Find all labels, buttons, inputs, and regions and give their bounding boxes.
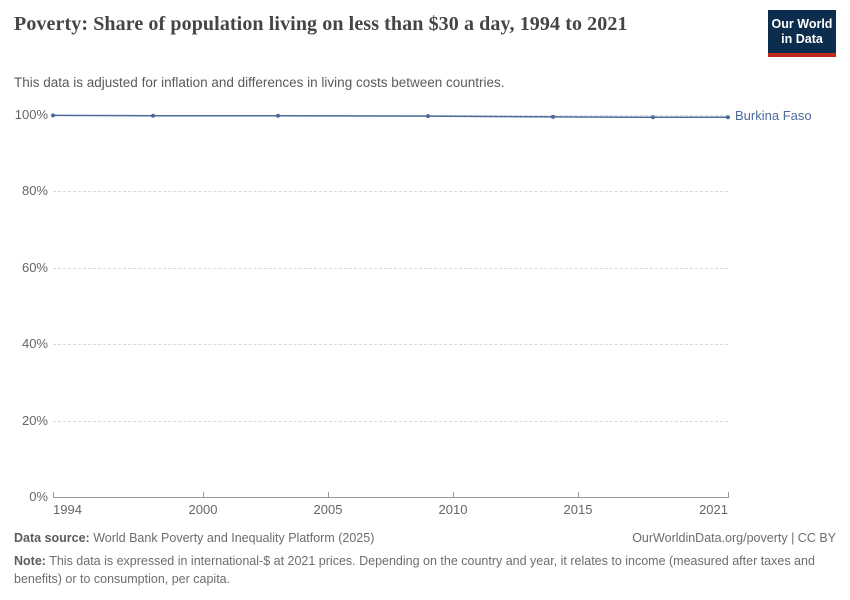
footer-note: Note: This data is expressed in internat… — [14, 552, 836, 588]
gridline — [53, 344, 728, 346]
x-axis-tick — [328, 492, 329, 497]
note-text: This data is expressed in international-… — [14, 554, 815, 586]
gridline — [53, 420, 728, 422]
data-point — [551, 114, 555, 119]
y-tick-label: 100% — [14, 107, 48, 122]
gridline — [53, 267, 728, 269]
x-tick-label: 2010 — [438, 502, 468, 517]
x-axis-tick — [728, 492, 729, 497]
y-tick-label: 0% — [29, 489, 48, 504]
x-axis-tick — [203, 492, 204, 497]
owid-logo[interactable]: Our World in Data — [768, 10, 836, 57]
x-tick-label: 2015 — [563, 502, 593, 517]
page-title: Poverty: Share of population living on l… — [14, 13, 628, 35]
data-source: Data source: World Bank Poverty and Ineq… — [14, 531, 374, 545]
data-point — [426, 114, 430, 119]
data-source-label: Data source: — [14, 531, 90, 545]
x-tick-label: 2000 — [188, 502, 218, 517]
x-axis-tick — [578, 492, 579, 497]
y-tick-label: 60% — [21, 259, 48, 275]
owid-logo-line2: in Data — [781, 32, 823, 46]
series-label-burkina-faso[interactable]: Burkina Faso — [735, 108, 812, 124]
data-point — [276, 113, 280, 118]
y-tick-label: 40% — [21, 336, 48, 352]
x-axis-line — [53, 497, 729, 498]
y-tick-label: 80% — [21, 183, 48, 199]
data-point — [651, 115, 655, 120]
chart-subtitle: This data is adjusted for inflation and … — [14, 75, 505, 90]
x-axis-tick — [453, 492, 454, 497]
data-source-text: World Bank Poverty and Inequality Platfo… — [89, 531, 375, 545]
y-tick-label: 20% — [21, 412, 48, 428]
gridline — [53, 191, 728, 193]
x-axis-tick — [53, 492, 54, 497]
data-point — [51, 113, 55, 118]
owid-logo-line1: Our World — [771, 17, 833, 31]
x-tick-label: 2005 — [313, 502, 343, 517]
footer-source-row: Data source: World Bank Poverty and Ineq… — [14, 531, 836, 545]
note-label: Note: — [14, 554, 46, 568]
data-point — [151, 113, 155, 118]
data-point — [726, 115, 730, 120]
x-tick-label: 2021 — [699, 502, 728, 517]
x-tick-label: 1994 — [53, 502, 82, 517]
license-link[interactable]: OurWorldinData.org/poverty | CC BY — [632, 531, 836, 545]
